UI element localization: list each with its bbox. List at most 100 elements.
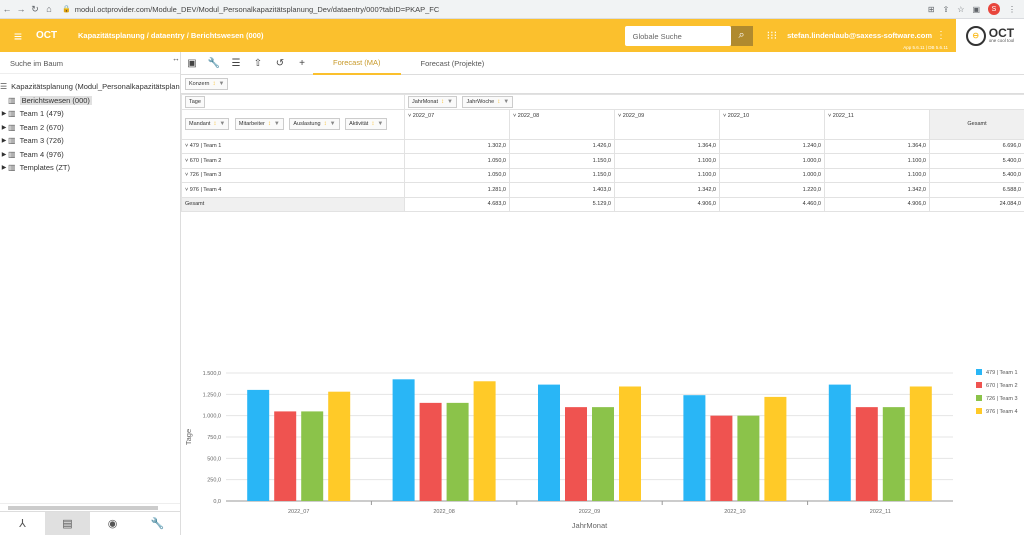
tree-item-team-2[interactable]: ▶ ▥ Team 2 (670) — [0, 121, 180, 135]
cell[interactable]: 1.342,0 — [614, 182, 720, 198]
forward-icon[interactable]: → — [16, 4, 26, 14]
cell[interactable]: 1.240,0 — [719, 138, 825, 154]
cell[interactable]: 1.100,0 — [824, 153, 930, 169]
browser-menu-icon[interactable]: ⋮ — [1008, 4, 1016, 14]
cell[interactable]: 1.150,0 — [509, 153, 615, 169]
row-header[interactable]: ˅ 479 | Team 1 — [181, 138, 405, 154]
caret-right-icon[interactable]: ▶ — [1, 111, 7, 118]
cell[interactable]: 1.100,0 — [824, 167, 930, 183]
tree-item-team-4[interactable]: ▶ ▥ Team 4 (976) — [0, 148, 180, 162]
row-chip[interactable]: Aktivität ↕ ▼ — [345, 118, 388, 130]
column-header[interactable]: ˅ 2022_10 — [719, 108, 825, 140]
column-header[interactable]: ˅ 2022_11 — [824, 108, 930, 140]
menu-icon[interactable]: ≡ — [13, 27, 23, 44]
cell[interactable]: 1.100,0 — [614, 167, 720, 183]
reload-icon[interactable]: ↻ — [31, 3, 39, 14]
caret-right-icon[interactable]: ▶ — [1, 165, 7, 172]
tree-item-team-3[interactable]: ▶ ▥ Team 3 (726) — [0, 134, 180, 148]
eye-icon[interactable]: ◉ — [107, 518, 118, 530]
y-tick-label: 0,0 — [213, 499, 221, 505]
cell[interactable]: 1.050,0 — [404, 153, 510, 169]
cell[interactable]: 1.000,0 — [719, 167, 825, 183]
tree-item-team-1[interactable]: ▶ ▥ Team 1 (479) — [0, 107, 180, 121]
sort-icon[interactable]: ↕ — [497, 98, 501, 105]
tree-root[interactable]: ☰ Kapazitätsplanung (Modul_Personalkapaz… — [0, 80, 180, 94]
sort-icon[interactable]: ↕ — [267, 121, 271, 127]
caret-right-icon[interactable]: ▶ — [1, 124, 7, 131]
user-more-icon[interactable]: ⋮ — [936, 30, 946, 41]
cell[interactable]: 1.100,0 — [614, 153, 720, 169]
table-view-icon[interactable]: ▤ — [45, 512, 90, 535]
profile-avatar[interactable]: S — [988, 3, 1000, 15]
cell[interactable]: 1.000,0 — [719, 153, 825, 169]
row-chip[interactable]: Mitarbeiter ↕ ▼ — [234, 118, 284, 130]
share-icon[interactable]: ⇪ — [942, 4, 950, 14]
filter-chip[interactable]: Konzern ↕ ▼ — [185, 78, 229, 90]
sort-icon[interactable]: ↕ — [371, 121, 375, 127]
translate-icon[interactable]: ⊞ — [927, 4, 935, 14]
star-icon[interactable]: ☆ — [957, 4, 965, 14]
history-icon[interactable]: ↺ — [275, 57, 285, 69]
cell[interactable]: 1.150,0 — [509, 167, 615, 183]
wrench-icon[interactable]: 🔧 — [150, 518, 165, 530]
scrollbar-thumb[interactable] — [8, 506, 158, 510]
cell[interactable]: 1.403,0 — [509, 182, 615, 198]
add-icon[interactable]: + — [299, 57, 305, 69]
address-bar[interactable]: 🔒 modul.octprovider.com/Module_DEV/Modul… — [62, 5, 928, 14]
user-email[interactable]: stefan.lindenlaub@saxess-software.com — [787, 31, 932, 40]
search-button[interactable]: ⌕ — [730, 25, 753, 46]
row-header[interactable]: ˅ 976 | Team 4 — [181, 182, 405, 198]
back-icon[interactable]: ← — [2, 4, 12, 14]
row-header[interactable]: ˅ 670 | Team 2 — [181, 153, 405, 169]
cell[interactable]: 1.364,0 — [614, 138, 720, 154]
filter-icon[interactable]: ▼ — [503, 98, 510, 105]
row-header[interactable]: ˅ 726 | Team 3 — [181, 167, 405, 183]
cell[interactable]: 1.364,0 — [824, 138, 930, 154]
hierarchy-icon[interactable]: ⅄ — [19, 518, 26, 530]
global-search-input[interactable]: Globale Suche — [624, 25, 731, 46]
column-header[interactable]: ˅ 2022_08 — [509, 108, 615, 140]
filter-icon[interactable]: ▼ — [218, 81, 225, 87]
table-row: ˅ 670 | Team 2 1.050,0 1.150,0 1.100,0 1… — [181, 153, 1024, 169]
row-chip[interactable]: Auslastung ↕ ▼ — [289, 118, 340, 130]
y-tick-label: 250,0 — [207, 478, 221, 484]
wrench-icon[interactable]: 🔧 — [207, 57, 221, 69]
filter-icon[interactable]: ▼ — [219, 121, 226, 127]
tree-item-templates[interactable]: ▶ ▥ Templates (ZT) — [0, 161, 180, 175]
caret-right-icon[interactable]: ▶ — [1, 151, 7, 158]
tree-search-input[interactable]: Suche im Baum ↔ — [0, 52, 180, 74]
upload-icon[interactable]: ⇧ — [253, 57, 263, 69]
list-edit-icon[interactable]: ☰ — [231, 57, 241, 69]
caret-right-icon[interactable]: ▶ — [1, 138, 7, 145]
row-chip[interactable]: Mandant ↕ ▼ — [185, 118, 230, 130]
column-header[interactable]: ˅ 2022_07 — [404, 108, 510, 140]
cell[interactable]: 1.302,0 — [404, 138, 510, 154]
tab-forecast-projekte[interactable]: Forecast (Projekte) — [420, 58, 485, 68]
sort-icon[interactable]: ↕ — [323, 121, 327, 127]
sort-icon[interactable]: ↕ — [213, 121, 217, 127]
column-chip[interactable]: JahrWoche ↕ ▼ — [462, 95, 514, 108]
cell[interactable]: 1.220,0 — [719, 182, 825, 198]
cell[interactable]: 1.342,0 — [824, 182, 930, 198]
sidebar-toggle-icon[interactable]: ▣ — [972, 4, 980, 14]
apps-grid-icon[interactable]: ⁝⁝⁝ — [766, 30, 778, 42]
filter-icon[interactable]: ▼ — [377, 121, 384, 127]
filter-icon[interactable]: ▼ — [329, 121, 336, 127]
column-header[interactable]: ˅ 2022_09 — [614, 108, 720, 140]
sort-icon[interactable]: ↕ — [212, 81, 216, 87]
tab-forecast-ma[interactable]: Forecast (MA) — [313, 52, 401, 75]
cell[interactable]: 1.426,0 — [509, 138, 615, 154]
resize-handle-icon[interactable]: ↔ — [172, 54, 180, 63]
tree-item-berichtswesen[interactable]: ▥ Berichtswesen (000) — [0, 94, 180, 108]
logo-mark-icon: ⊖ — [965, 25, 986, 46]
column-chip[interactable]: JahrMonat ↕ ▼ — [408, 95, 457, 108]
panel-icon[interactable]: ▣ — [187, 57, 197, 69]
cell[interactable]: 1.050,0 — [404, 167, 510, 183]
sort-icon[interactable]: ↕ — [441, 98, 444, 105]
home-icon[interactable]: ⌂ — [46, 4, 52, 14]
filter-icon[interactable]: ▼ — [447, 98, 453, 105]
cell[interactable]: 1.281,0 — [404, 182, 510, 198]
filter-icon[interactable]: ▼ — [273, 121, 280, 127]
value-chip[interactable]: Tage — [185, 95, 205, 108]
horizontal-scrollbar[interactable] — [0, 503, 180, 511]
